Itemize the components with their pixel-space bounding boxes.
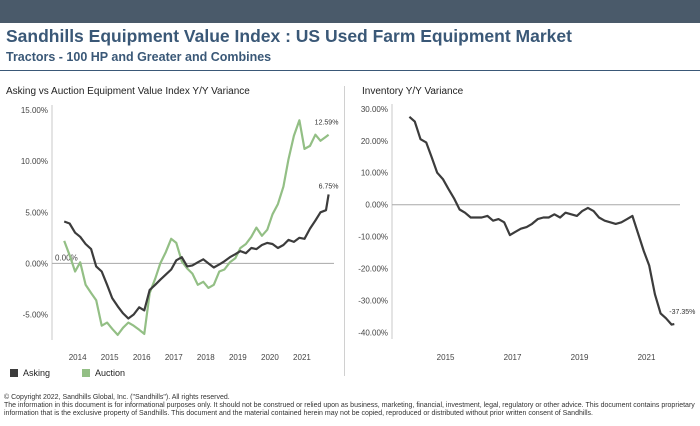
left-chart-x-tick-label: 2019 (229, 353, 247, 362)
legend-label-auction: Auction (95, 368, 126, 378)
right-chart-y-tick-label: -40.00% (358, 329, 388, 338)
left-chart-x-tick-label: 2021 (293, 353, 311, 362)
legend-asking: Asking (10, 367, 50, 379)
left-chart-x-tick-label: 2018 (197, 353, 215, 362)
legend-swatch-asking (10, 369, 18, 377)
left-chart: 0.00% 15.00% 10.00% 5.00% 0.00% -5.00% 2014 201… (21, 105, 339, 362)
left-chart-asking-line (63, 194, 330, 320)
right-chart-x-tick-label: 2019 (571, 353, 589, 362)
panel-divider (344, 86, 345, 376)
left-chart-auction-line (63, 119, 330, 336)
left-chart-asking-end-label: 6.75% (319, 183, 339, 190)
left-chart-x-tick-label: 2016 (133, 353, 151, 362)
legend-swatch-auction (82, 369, 90, 377)
right-chart-y-tick-label: -20.00% (358, 265, 388, 274)
top-banner (0, 0, 700, 23)
left-chart-zero-label: 0.00% (55, 253, 78, 262)
left-chart-y-tick-label: 10.00% (21, 157, 48, 166)
title-divider (0, 70, 700, 71)
left-chart-x-tick-label: 2017 (165, 353, 183, 362)
right-chart: 30.00% 20.00% 10.00% 0.00% -10.00% -20.00% -30… (358, 104, 695, 362)
left-chart-auction-end-label: 12.59% (315, 120, 339, 127)
right-chart-inventory-end-label: -37.35% (669, 309, 695, 316)
right-chart-x-tick-label: 2015 (437, 353, 455, 362)
footer-disclaimer-2: information that is the exclusive proper… (4, 410, 593, 418)
legend-label-asking: Asking (23, 368, 51, 378)
left-chart-x-tick-label: 2020 (261, 353, 279, 362)
page-subtitle: Tractors - 100 HP and Greater and Combin… (6, 50, 272, 64)
footer-copyright: © Copyright 2022, Sandhills Global, Inc.… (4, 394, 230, 401)
left-chart-title: Asking vs Auction Equipment Value Index … (6, 86, 250, 97)
page-title: Sandhills Equipment Value Index : US Use… (6, 26, 572, 46)
right-chart-x-tick-label: 2017 (504, 353, 522, 362)
left-chart-y-tick-label: 5.00% (25, 208, 48, 217)
left-chart-y-tick-label: -5.00% (23, 310, 48, 319)
right-chart-y-tick-label: 0.00% (365, 201, 388, 210)
right-chart-y-tick-label: -30.00% (358, 297, 388, 306)
right-chart-y-tick-label: -10.00% (358, 233, 388, 242)
right-chart-y-tick-label: 10.00% (361, 169, 388, 178)
left-chart-x-tick-label: 2015 (101, 353, 119, 362)
right-chart-x-tick-label: 2021 (638, 353, 656, 362)
left-chart-x-tick-label: 2014 (69, 353, 87, 362)
footer-disclaimer-1: The information in this document is for … (4, 402, 695, 410)
footer: © Copyright 2022, Sandhills Global, Inc.… (4, 394, 698, 419)
right-chart-y-tick-label: 20.00% (361, 137, 388, 146)
right-chart-title: Inventory Y/Y Variance (362, 86, 464, 97)
legend-auction: Auction (82, 367, 125, 379)
left-chart-y-tick-label: 0.00% (25, 259, 48, 268)
right-chart-y-tick-label: 30.00% (361, 105, 388, 114)
right-chart-inventory-line (408, 115, 675, 326)
left-chart-y-tick-label: 15.00% (21, 106, 48, 115)
